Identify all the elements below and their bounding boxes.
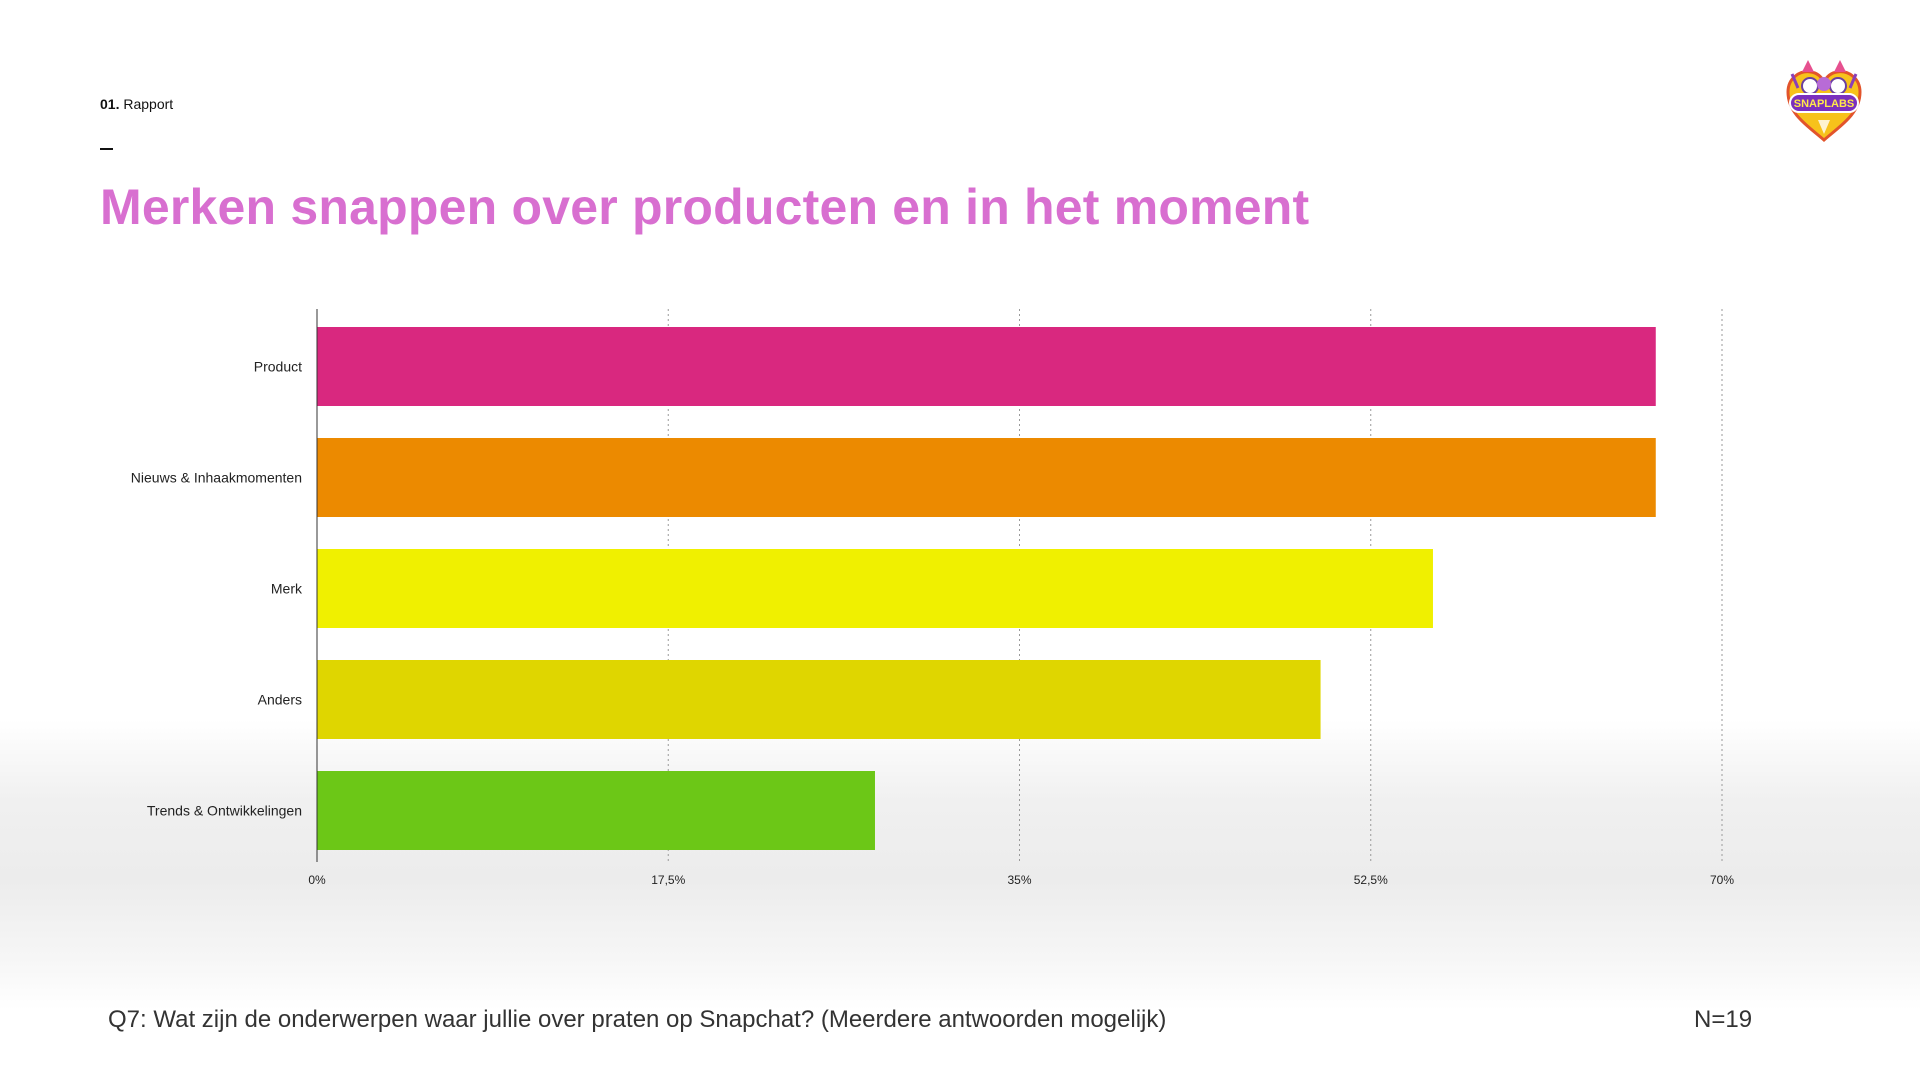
page-title: Merken snappen over producten en in het … [100, 179, 1310, 235]
x-tick-label: 35% [1007, 873, 1031, 887]
bar [317, 660, 1321, 739]
unicorn-heart-logo-icon: SNAPLABS [1786, 60, 1862, 142]
bar [317, 771, 875, 850]
background-gradient [0, 720, 1920, 1010]
category-label: Merk [271, 581, 303, 597]
chart-bars [317, 327, 1656, 850]
logo-text: SNAPLABS [1794, 98, 1855, 110]
x-tick-label: 70% [1710, 873, 1734, 887]
x-tick-label: 0% [308, 873, 326, 887]
question-footnote: Q7: Wat zijn de onderwerpen waar jullie … [108, 1006, 1167, 1033]
chart-category-labels: Product Nieuws & Inhaakmomenten Merk Anders… [131, 359, 303, 819]
sample-size: N=19 [1694, 1006, 1753, 1033]
bar [317, 327, 1656, 406]
divider-dash [100, 148, 113, 150]
x-tick-label: 52,5% [1354, 873, 1388, 887]
bar [317, 549, 1433, 628]
chart-tick-labels: 0% 17,5% 35% 52,5% 70% [308, 873, 1734, 887]
category-label: Nieuws & Inhaakmomenten [131, 470, 302, 486]
snaplabs-logo: SNAPLABS [1778, 54, 1870, 146]
category-label: Trends & Ontwikkelingen [147, 803, 302, 819]
category-label: Anders [258, 692, 302, 708]
category-label: Product [254, 359, 302, 375]
x-tick-label: 17,5% [651, 873, 685, 887]
section-label: 01. Rapport [100, 96, 173, 112]
section-name: Rapport [123, 96, 174, 112]
bar [317, 438, 1656, 517]
section-number: 01. [100, 96, 120, 112]
bar-chart: Product Nieuws & Inhaakmomenten Merk Anders… [131, 309, 1734, 887]
